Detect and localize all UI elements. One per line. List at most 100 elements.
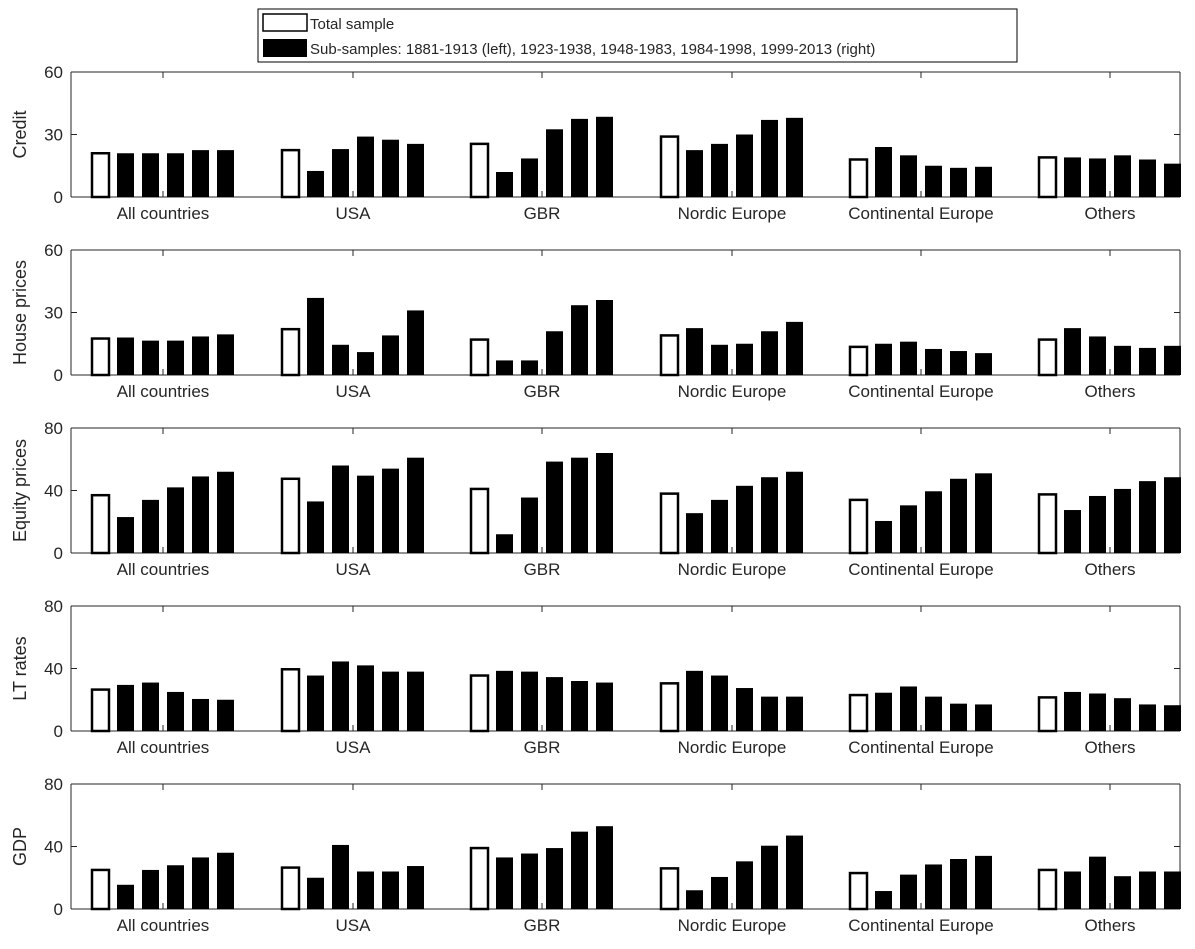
bar-subsample [596,826,613,909]
bar-subsample [1139,704,1156,731]
category-label: Others [1084,560,1135,579]
legend-label-total: Total sample [310,16,394,33]
bar-subsample [357,352,374,375]
y-tick-label: 80 [44,775,63,794]
bar-subsample [761,477,778,553]
bar-subsample [217,471,234,553]
category-label: All countries [117,382,210,401]
bar-subsample [950,167,967,197]
legend-box [257,8,1018,63]
category-label: Nordic Europe [678,738,787,757]
legend-swatch-subsamples [263,39,307,57]
bar-subsample [761,119,778,197]
bar-subsample [521,671,538,731]
panel-3: 0 40 80 LT rates All countries USA GBR Nordic E… [10,597,1181,757]
bar-subsample [711,143,728,197]
bar-subsample [1064,328,1081,375]
y-tick-label: 0 [54,900,63,919]
panel-2: 0 40 80 Equity prices All countries USA GBR Nor… [10,419,1181,579]
bar-subsample [686,513,703,553]
category-label: Continental Europe [848,204,994,223]
bar-subsample [521,158,538,197]
bar-subsample [496,534,513,553]
y-tick-label: 60 [44,63,63,82]
bar-subsample [1089,693,1106,731]
bar-subsample [142,682,159,731]
bar-subsample [736,688,753,731]
bar-subsample [1164,345,1181,375]
bar-subsample [1064,157,1081,197]
category-label: Continental Europe [848,738,994,757]
bar-subsample [357,475,374,553]
bar-subsample [711,675,728,731]
bar-subsample [875,147,892,197]
legend-label-subsamples: Sub-samples: 1881-1913 (left), 1923-1938… [310,41,875,58]
bar-subsample [950,351,967,375]
bar-subsample [736,485,753,553]
bar-subsample [571,831,588,909]
y-tick-label: 40 [44,838,63,857]
bar-subsample [192,698,209,731]
bar-subsample [117,884,134,909]
bar-total [90,337,111,377]
legend-swatch-total [262,13,308,32]
bar-subsample [596,300,613,375]
bar-subsample [332,661,349,731]
bar-subsample [546,461,563,553]
bar-subsample [332,465,349,553]
bar-subsample [1114,155,1131,197]
category-label: GBR [524,738,561,757]
bar-subsample [1139,481,1156,553]
bar-subsample [736,134,753,197]
bar-subsample [975,704,992,731]
bar-subsample [521,360,538,375]
bar-subsample [975,353,992,375]
bar-subsample [546,677,563,731]
category-label: Continental Europe [848,382,994,401]
y-axis-label: Credit [10,110,30,158]
y-tick-label: 80 [44,419,63,438]
bar-subsample [596,453,613,553]
bar-total [469,674,490,733]
bar-subsample [1139,347,1156,375]
bar-subsample [307,297,324,375]
bar-total [1037,338,1058,377]
bar-subsample [950,478,967,553]
bar-subsample [1064,510,1081,553]
category-label: USA [336,560,372,579]
bar-total [90,868,111,911]
bar-subsample [711,499,728,553]
bar-subsample [192,476,209,553]
category-label: Nordic Europe [678,382,787,401]
bar-subsample [875,343,892,375]
y-tick-label: 60 [44,241,63,260]
bar-subsample [192,150,209,197]
bar-subsample [332,344,349,375]
bar-total [1037,868,1058,911]
bar-subsample [217,699,234,731]
category-label: USA [336,382,372,401]
category-label: USA [336,916,372,935]
bar-subsample [357,136,374,197]
bar-total [90,688,111,733]
bar-total [280,477,301,555]
bar-subsample [686,150,703,197]
bar-total [848,158,869,199]
bar-subsample [382,671,399,731]
bar-subsample [900,686,917,731]
bar-subsample [1089,856,1106,909]
bar-subsample [382,335,399,375]
category-label: USA [336,204,372,223]
bar-subsample [521,853,538,909]
bar-total [659,135,680,199]
bar-subsample [875,692,892,731]
bar-subsample [407,671,424,731]
y-axis-label: GDP [10,827,30,866]
bar-subsample [117,684,134,731]
bar-total [90,152,111,199]
bar-subsample [117,153,134,197]
bar-subsample [786,835,803,909]
category-label: Nordic Europe [678,916,787,935]
bar-subsample [1089,336,1106,375]
bar-subsample [167,865,184,909]
